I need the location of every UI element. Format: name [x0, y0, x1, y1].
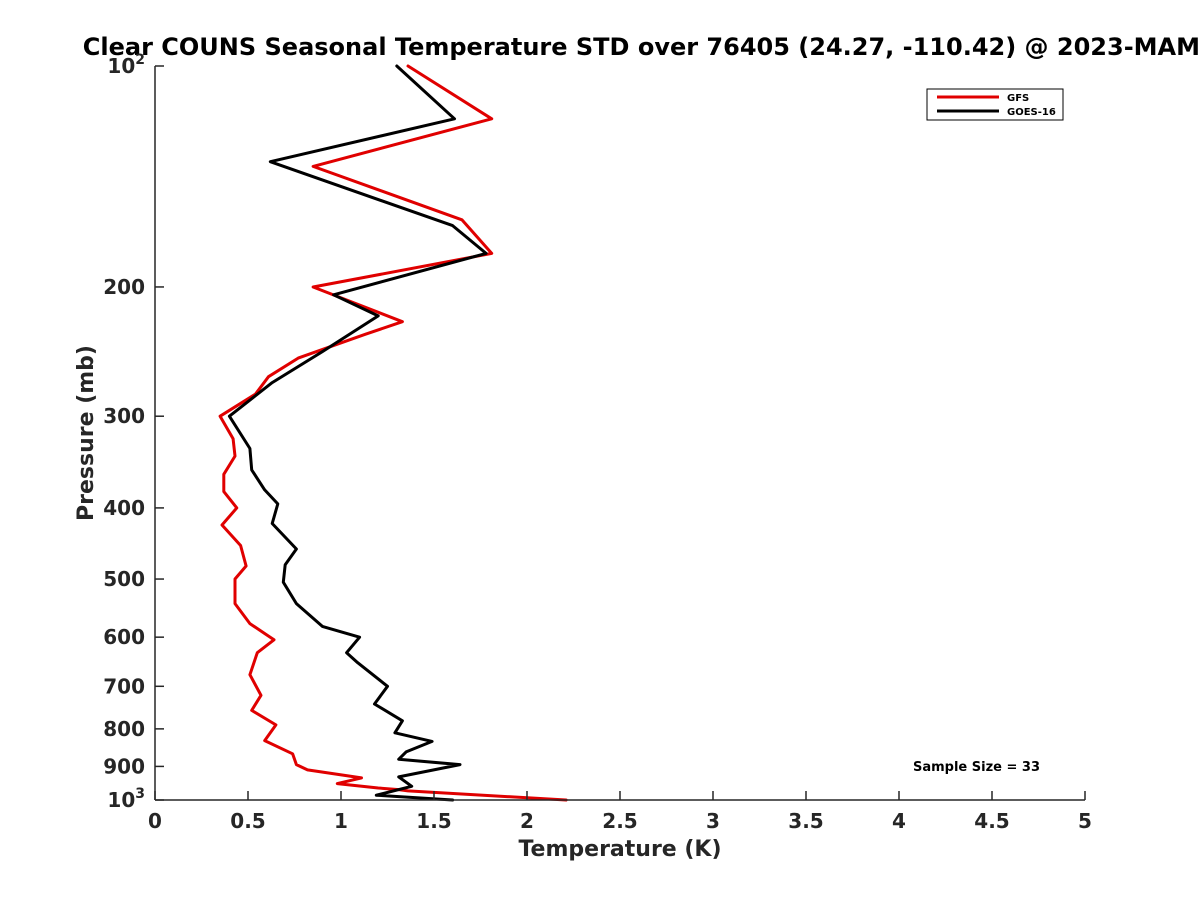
x-tick-label: 2	[520, 809, 534, 833]
x-tick-label: 5	[1078, 809, 1092, 833]
x-tick-label: 0	[148, 809, 162, 833]
x-tick-label: 0.5	[230, 809, 265, 833]
y-tick-base: 10	[107, 54, 135, 78]
y-tick-label: 300	[103, 404, 145, 428]
x-ticks: 0 0.5 1 1.5 2 2.5 3 3.5 4 4.5 5	[148, 791, 1092, 833]
y-tick-exponent: 2	[135, 52, 145, 68]
y-tick-base: 10	[107, 788, 135, 812]
y-tick-label: 700	[103, 674, 145, 698]
sample-size-note: Sample Size = 33	[913, 760, 1040, 775]
x-tick-label: 3	[706, 809, 720, 833]
legend-box	[926, 88, 1064, 121]
y-tick-label: 900	[103, 754, 145, 778]
y-tick-label: 400	[103, 496, 145, 520]
y-tick-label: 600	[103, 625, 145, 649]
y-tick-label: 103	[107, 786, 145, 812]
x-tick-label: 3.5	[788, 809, 823, 833]
series-layer	[218, 64, 568, 802]
y-tick-label: 800	[103, 717, 145, 741]
y-tick-exponent: 3	[135, 786, 145, 802]
y-axis-label: Pressure (mb)	[74, 345, 99, 521]
x-tick-label: 2.5	[602, 809, 637, 833]
legend-label: GOES-16	[1007, 107, 1056, 118]
series-line-gfs	[218, 64, 568, 802]
series-line-goes-16	[227, 64, 488, 802]
y-tick-label: 200	[103, 275, 145, 299]
x-tick-label: 4.5	[974, 809, 1009, 833]
y-tick-label: 102	[107, 52, 145, 78]
chart-title: Clear COUNS Seasonal Temperature STD ove…	[83, 33, 1200, 61]
legend-label: GFS	[1007, 93, 1029, 104]
x-axis-label: Temperature (K)	[518, 837, 721, 862]
legend: GFS GOES-16	[926, 88, 1064, 121]
plot-background	[155, 66, 1085, 800]
x-tick-label: 4	[892, 809, 906, 833]
x-tick-label: 1.5	[416, 809, 451, 833]
y-tick-label: 500	[103, 567, 145, 591]
x-tick-label: 1	[334, 809, 348, 833]
